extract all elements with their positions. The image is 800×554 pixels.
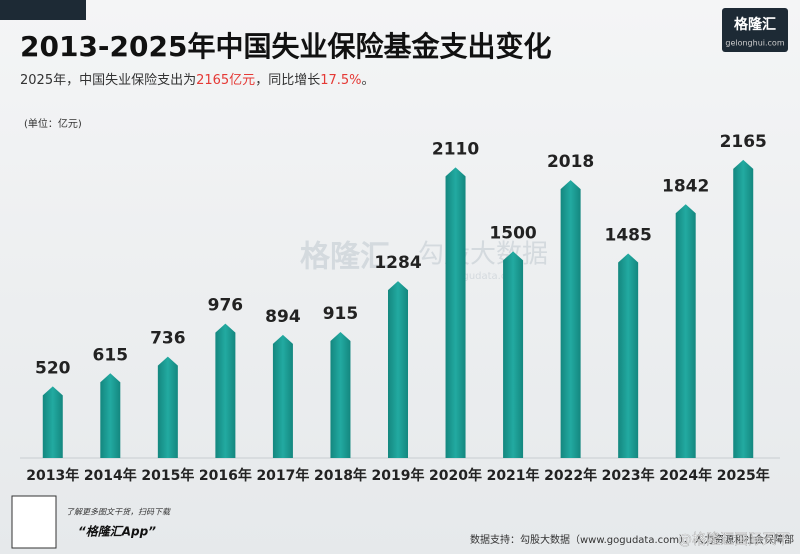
value-label: 615	[93, 345, 129, 365]
qr-code	[11, 495, 57, 549]
x-tick-label: 2018年	[314, 467, 367, 484]
bar	[503, 251, 524, 458]
logo-site: gelonghui.com	[725, 39, 784, 48]
logo-box	[722, 8, 788, 52]
qr-note: 了解更多图文干货，扫码下载	[66, 508, 171, 517]
x-tick-label: 2025年	[717, 467, 770, 484]
x-tick-label: 2016年	[199, 467, 252, 484]
chart-title: 2013-2025年中国失业保险基金支出变化	[20, 30, 551, 63]
value-label: 1284	[374, 253, 421, 273]
source: 数据支持：勾股大数据（www.gogudata.com）、人力资源和社会保障部	[470, 533, 794, 546]
value-label: 2165	[720, 132, 767, 152]
bar	[157, 356, 178, 458]
subtitle-part: 2025年，中国失业保险支出为	[20, 73, 196, 88]
x-tick-label: 2014年	[84, 467, 137, 484]
value-label: 2110	[432, 139, 479, 159]
watermark: 格隆汇 勾股大数据 gogudata.com	[300, 240, 548, 283]
value-label: 976	[208, 296, 244, 316]
watermark-site: gogudata.com	[450, 271, 522, 282]
x-tick-label: 2022年	[544, 467, 597, 484]
subtitle-part: ，同比增长	[255, 73, 320, 88]
bar	[560, 180, 581, 459]
x-tick-label: 2019年	[372, 467, 425, 484]
value-label: 915	[323, 304, 359, 324]
x-tick-label: 2015年	[141, 467, 194, 484]
bar	[330, 331, 351, 458]
value-label: 1842	[662, 176, 709, 196]
watermark-data: 勾股大数据	[418, 240, 548, 270]
subtitle-part: 。	[362, 73, 375, 88]
value-label: 2018	[547, 152, 594, 172]
bar	[42, 386, 63, 458]
unit-label: (单位：亿元)	[24, 117, 82, 130]
value-label: 520	[35, 358, 71, 378]
weibo-watermark: @格隆汇国际天下	[678, 532, 790, 548]
watermark-brand: 格隆汇	[300, 240, 390, 275]
top-strip	[0, 0, 86, 20]
logo-name: 格隆汇	[734, 16, 776, 33]
value-label: 1485	[604, 225, 651, 245]
bar	[215, 323, 236, 458]
subtitle-highlight: 2165亿元	[196, 73, 255, 88]
subtitle-highlight: 17.5%	[320, 73, 361, 88]
bar	[272, 334, 293, 458]
bar	[618, 253, 639, 458]
value-label: 736	[150, 329, 186, 349]
x-tick-label: 2021年	[487, 467, 540, 484]
x-tick-label: 2023年	[602, 467, 655, 484]
value-label: 1500	[489, 223, 536, 243]
subtitle: 2025年，中国失业保险支出为2165亿元，同比增长17.5%。	[20, 73, 375, 88]
x-tick-label: 2013年	[26, 467, 79, 484]
bar	[100, 373, 121, 458]
bar	[445, 167, 466, 459]
value-label: 894	[265, 307, 301, 327]
bar	[388, 281, 408, 458]
bar	[733, 159, 754, 459]
bar	[675, 204, 696, 458]
app-name: “格隆汇App”	[78, 525, 156, 539]
x-tick-label: 2017年	[256, 467, 309, 484]
x-tick-label: 2020年	[429, 467, 482, 484]
x-tick-label: 2024年	[659, 467, 712, 484]
